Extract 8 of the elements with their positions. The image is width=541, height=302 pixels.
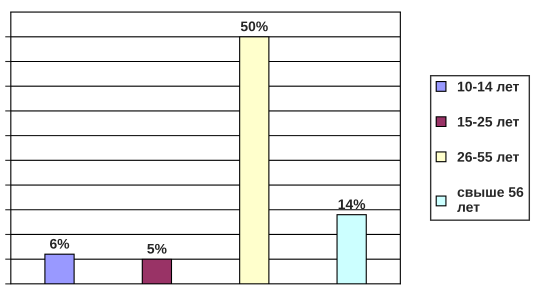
data-label: 6% [50, 238, 70, 249]
data-label: 14% [338, 199, 366, 210]
legend-label: 26-55 лет [458, 152, 520, 162]
data-label: 50% [240, 21, 268, 32]
legend-label: свыше 56 лет [457, 187, 524, 212]
legend-label: 10-14 лет [458, 82, 520, 92]
legend-label: 15-25 лет [458, 116, 520, 127]
data-label: 5% [147, 244, 167, 254]
